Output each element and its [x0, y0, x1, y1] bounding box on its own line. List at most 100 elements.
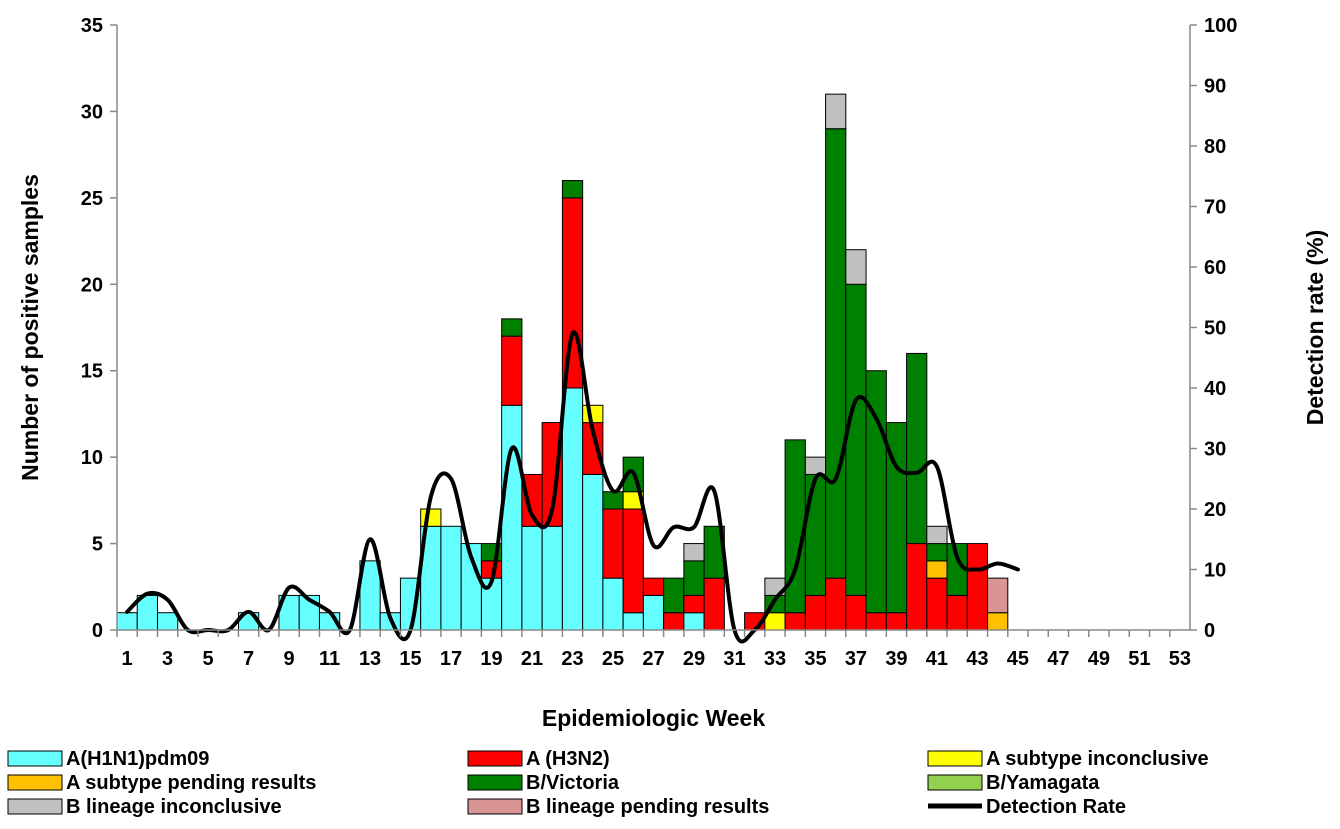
legend-label-4: B/Victoria	[526, 772, 620, 794]
x-tick-label-51: 51	[1128, 648, 1150, 670]
x-tick-label-47: 47	[1047, 648, 1069, 670]
bar-week-37-series-4	[845, 283, 867, 596]
bar-week-36-series-1	[825, 577, 847, 631]
x-tick-label-15: 15	[399, 648, 421, 670]
y2-tick-label-100: 100	[1204, 15, 1237, 37]
x-tick-label-33: 33	[764, 648, 786, 670]
bar-week-27-series-0	[642, 594, 665, 631]
legend-label-1: A (H3N2)	[526, 748, 610, 770]
y2-tick-label-10: 10	[1204, 560, 1226, 582]
x-tick-label-23: 23	[561, 648, 583, 670]
bar-week-41-series-3	[926, 560, 948, 579]
legend-label-6: B lineage inconclusive	[66, 796, 282, 818]
y2-tick-label-50: 50	[1204, 318, 1226, 340]
bar-week-39-series-1	[885, 612, 908, 631]
y2-tick-label-40: 40	[1204, 378, 1226, 400]
x-axis-title: Epidemiologic Week	[542, 705, 765, 731]
bar-week-30-series-1	[703, 577, 725, 631]
bar-week-3-series-0	[156, 612, 179, 631]
x-tick-label-27: 27	[642, 648, 664, 670]
bar-week-40-series-4	[906, 352, 928, 545]
y2-axis-title: Detection rate (%)	[1302, 230, 1328, 426]
bar-week-27-series-1	[642, 577, 665, 596]
bar-week-28-series-4	[663, 577, 685, 614]
x-tick-label-39: 39	[885, 648, 907, 670]
bar-week-20-series-1	[501, 335, 523, 406]
bar-week-26-series-0	[622, 612, 644, 631]
legend-swatch-1	[467, 750, 523, 767]
x-tick-label-17: 17	[440, 648, 462, 670]
y2-tick-label-80: 80	[1204, 136, 1226, 158]
legend-label-8: Detection Rate	[986, 796, 1126, 818]
x-tick-label-19: 19	[480, 648, 502, 670]
x-tick-label-53: 53	[1169, 648, 1191, 670]
y-tick-label-30: 30	[81, 101, 103, 123]
legend: A(H1N1)pdm09 A (H3N2) A subtype inconclusi…	[7, 748, 1209, 818]
y2-tick-label-60: 60	[1204, 257, 1226, 279]
x-tick-label-7: 7	[243, 648, 254, 670]
bar-week-20-series-0	[501, 404, 523, 631]
bar-week-16-series-2	[420, 508, 442, 527]
x-tick-label-49: 49	[1088, 648, 1110, 670]
legend-swatch-2	[927, 750, 983, 767]
x-tick-label-43: 43	[966, 648, 988, 670]
bar-week-36-series-4	[825, 128, 847, 579]
bar-week-35-series-1	[804, 594, 827, 631]
bar-week-41-series-1	[926, 577, 948, 631]
y2-tick-label-0: 0	[1204, 620, 1215, 642]
bar-week-29-series-0	[683, 612, 705, 631]
x-tick-label-37: 37	[845, 648, 867, 670]
y2-tick-label-70: 70	[1204, 197, 1226, 219]
legend-label-2: A subtype inconclusive	[986, 748, 1209, 770]
bar-week-35-series-6	[804, 456, 827, 475]
legend-swatch-0	[7, 750, 63, 767]
bar-week-29-series-6	[683, 543, 705, 562]
bar-week-23-series-0	[561, 387, 584, 631]
x-tick-label-13: 13	[359, 648, 381, 670]
legend-swatch-4	[467, 774, 523, 791]
bar-week-17-series-0	[440, 525, 462, 631]
legend-swatch-7	[467, 798, 523, 815]
y2-tick-label-30: 30	[1204, 439, 1226, 461]
x-tick-label-41: 41	[926, 648, 948, 670]
bar-week-34-series-1	[784, 612, 806, 631]
legend-label-7: B lineage pending results	[526, 796, 769, 818]
x-tick-label-11: 11	[319, 648, 340, 670]
bar-week-25-series-0	[602, 577, 624, 631]
bar-week-35-series-4	[804, 473, 827, 596]
legend-swatch-6	[7, 798, 63, 815]
bar-week-24-series-0	[582, 473, 604, 631]
y-tick-label-20: 20	[81, 274, 103, 296]
y-tick-label-35: 35	[81, 15, 103, 37]
y-tick-label-0: 0	[92, 620, 103, 642]
y-tick-label-5: 5	[92, 534, 103, 556]
bar-week-24-series-2	[582, 404, 604, 424]
x-tick-label-21: 21	[521, 648, 543, 670]
bar-week-44-series-7	[987, 577, 1009, 614]
bar-week-42-series-1	[946, 594, 968, 631]
bar-week-22-series-0	[541, 525, 563, 631]
bar-week-40-series-1	[906, 543, 928, 631]
x-tick-label-1: 1	[122, 648, 133, 670]
y-tick-label-10: 10	[81, 447, 103, 469]
bar-week-25-series-4	[602, 491, 624, 510]
bar-week-29-series-1	[683, 594, 705, 614]
bar-week-44-series-3	[987, 612, 1009, 631]
x-tick-label-9: 9	[284, 648, 295, 670]
x-tick-label-5: 5	[203, 648, 214, 670]
bar-week-43-series-1	[966, 543, 989, 631]
bar-week-20-series-4	[501, 318, 523, 337]
y-axis-title: Number of positive samples	[17, 174, 43, 481]
bar-week-25-series-1	[602, 508, 624, 579]
bar-week-37-series-1	[845, 594, 867, 631]
x-tick-label-45: 45	[1007, 648, 1029, 670]
bar-week-37-series-6	[845, 249, 867, 285]
bar-week-41-series-4	[926, 543, 948, 562]
bar-week-41-series-6	[926, 525, 948, 545]
bar-week-29-series-4	[683, 560, 705, 596]
bar-week-21-series-0	[521, 525, 543, 631]
legend-label-5: B/Yamagata	[986, 772, 1100, 794]
y-tick-label-25: 25	[81, 188, 103, 210]
